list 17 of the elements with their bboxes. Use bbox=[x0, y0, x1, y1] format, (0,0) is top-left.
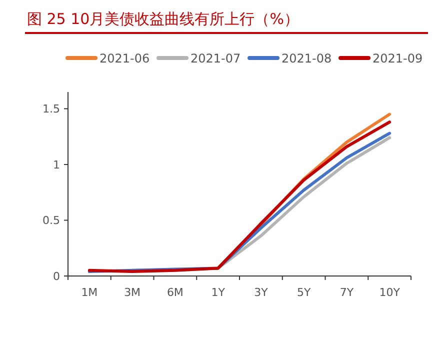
legend-label: 2021-08 bbox=[282, 52, 332, 66]
legend-label: 2021-09 bbox=[372, 52, 423, 66]
x-tick-label: 1M bbox=[81, 286, 98, 299]
y-tick-label: 1 bbox=[53, 158, 60, 172]
x-tick-label: 1Y bbox=[211, 286, 226, 299]
y-tick-label: 0 bbox=[53, 270, 60, 283]
legend-label: 2021-07 bbox=[190, 52, 241, 66]
x-tick-label: 3Y bbox=[254, 286, 268, 299]
x-tick-label: 7Y bbox=[340, 286, 354, 299]
x-tick-label: 5Y bbox=[296, 286, 311, 299]
x-tick-label: 10Y bbox=[379, 286, 400, 299]
y-tick-label: 0.5 bbox=[42, 214, 60, 228]
x-tick-label: 3M bbox=[124, 286, 141, 299]
legend-label: 2021-06 bbox=[100, 52, 150, 66]
title: 图 25 10月美债收益曲线有所上行（%） bbox=[27, 10, 299, 28]
y-tick-label: 1.5 bbox=[42, 102, 60, 116]
x-tick-label: 6M bbox=[166, 286, 184, 299]
